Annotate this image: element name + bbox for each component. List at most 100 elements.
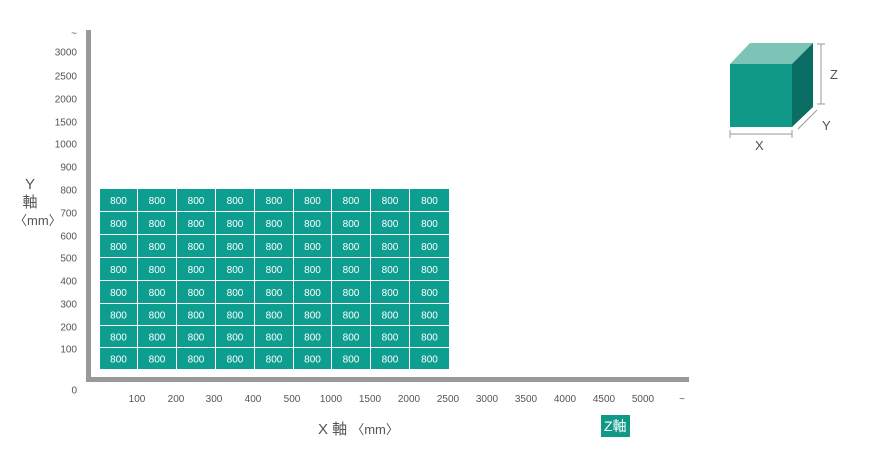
cube-y-dimension-line [797,109,818,130]
data-cell [371,189,409,211]
data-cell [100,235,137,257]
data-cell [100,258,137,280]
data-cell-label: 800 [188,242,205,253]
data-cell [410,348,449,369]
data-cell [332,212,370,234]
data-cell-label: 800 [343,288,360,299]
data-cell-label: 800 [382,311,399,322]
data-cell [410,258,449,280]
y-tick-label: 400 [60,277,77,288]
data-cell [216,189,254,211]
y-axis-title: Y 軸 〈mm〉 [14,176,62,230]
data-cell [177,189,215,211]
data-cell [294,212,331,234]
data-cell [332,326,370,347]
z-axis-badge: Z軸 [601,415,630,437]
x-axis-unit: 〈mm〉 [351,422,399,437]
cube-diagram-icon: X Y Z [729,43,838,153]
data-cell-label: 800 [188,288,205,299]
data-cell [216,326,254,347]
data-cell-label: 800 [343,311,360,322]
data-cell [100,189,137,211]
data-cell-label: 800 [149,333,166,344]
data-cell [294,281,331,303]
data-cell-label: 800 [266,242,283,253]
data-cell-label: 800 [188,355,205,366]
data-cell [216,281,254,303]
data-cell-label: 800 [266,288,283,299]
data-cell [138,304,176,325]
data-cell [410,212,449,234]
data-cell [177,258,215,280]
x-tick-label: 1500 [359,394,382,405]
data-cell [138,212,176,234]
data-cell-label: 800 [110,355,127,366]
data-cell-label: 800 [304,196,321,207]
y-tick-label: 2000 [55,95,78,106]
data-cell [410,281,449,303]
data-cell [255,258,293,280]
data-cell [410,304,449,325]
y-tick-label: 0 [71,386,77,397]
data-cell-label: 800 [266,219,283,230]
data-cell [216,348,254,369]
data-cell [371,326,409,347]
x-axis-label: X 軸 [318,421,348,438]
cube-x-label: X [755,138,764,153]
data-cell [255,326,293,347]
x-tick-label: 300 [206,394,223,405]
data-cell [177,326,215,347]
x-tick-label: 4500 [593,394,616,405]
data-cell-label: 800 [110,311,127,322]
data-cells: 800 800 800 800 800 800 800 800 800 800 800 800 800 8… [100,189,449,369]
data-cell-label: 800 [343,219,360,230]
data-cell [138,348,176,369]
data-cell-label: 800 [227,196,244,207]
data-cell [138,235,176,257]
data-cell-label: 800 [421,288,438,299]
data-cell [332,258,370,280]
data-cell [138,258,176,280]
data-cell [100,281,137,303]
data-cell [100,212,137,234]
x-tick-label: 3500 [515,394,538,405]
data-cell-label: 800 [421,219,438,230]
x-tick-label: 2000 [398,394,421,405]
data-cell-label: 800 [227,355,244,366]
y-tick-label: 900 [60,163,77,174]
x-tick-label: 500 [284,394,301,405]
data-cell-label: 800 [110,242,127,253]
data-cell [216,235,254,257]
data-cell-label: 800 [382,196,399,207]
data-cell [371,281,409,303]
data-cell [255,189,293,211]
data-cell-label: 800 [149,355,166,366]
data-cell [410,235,449,257]
data-cell [294,189,331,211]
data-cell [255,212,293,234]
data-cell [332,348,370,369]
data-cell [255,348,293,369]
data-cell-label: 800 [421,242,438,253]
data-cell-label: 800 [304,333,321,344]
data-cell-label: 800 [227,288,244,299]
x-tick-labels: 100 200 300 400 500 1000 1500 2000 2500 3000 3500 4… [129,394,685,405]
data-cell [332,304,370,325]
data-cell [332,281,370,303]
data-cell [177,212,215,234]
data-cell [371,304,409,325]
data-cell-label: 800 [343,242,360,253]
data-cell-label: 800 [421,196,438,207]
cube-top-face [730,43,813,64]
data-cell [138,281,176,303]
data-cell-label: 800 [110,265,127,276]
data-cell [216,212,254,234]
y-axis-label: Y [24,176,35,193]
data-cell-label: 800 [421,311,438,322]
data-cell-label: 800 [149,288,166,299]
y-tick-label: 1000 [55,140,78,151]
y-tick-labels: 0 100 200 300 400 500 600 700 800 900 1000 1500 2000… [55,29,78,397]
data-cell-label: 800 [382,242,399,253]
data-cell-label: 800 [304,219,321,230]
data-cell-label: 800 [149,219,166,230]
